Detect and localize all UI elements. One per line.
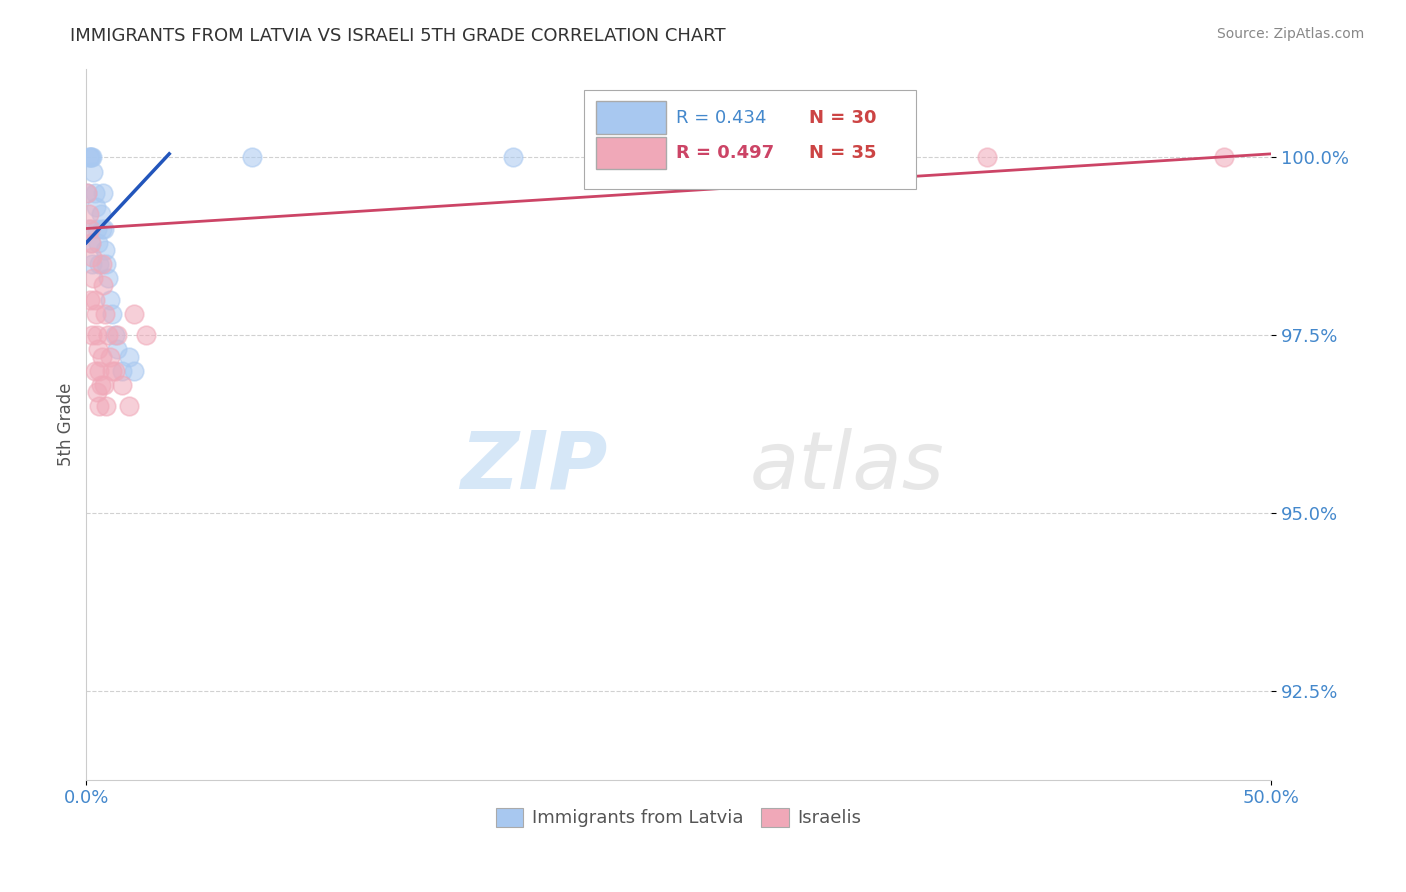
Point [82,328,104,343]
Point [105,343,128,357]
Point [82,164,104,178]
Point [82,150,104,164]
Point [77,207,100,221]
Point [79,235,101,250]
Text: N = 30: N = 30 [808,109,876,127]
Text: R = 0.497: R = 0.497 [676,145,775,162]
Point [105,328,128,343]
Point [93,221,115,235]
Point [101,307,124,321]
Point [668,150,690,164]
Point [96,257,118,271]
Point [77,221,100,235]
Point [101,364,124,378]
Text: R = 0.434: R = 0.434 [676,109,766,127]
Point [118,350,141,364]
Point [104,328,127,343]
Point [122,307,145,321]
Point [84,200,107,214]
Point [83,364,105,378]
Point [118,399,141,413]
Point [91,186,114,200]
Text: IMMIGRANTS FROM LATVIA VS ISRAELI 5TH GRADE CORRELATION CHART: IMMIGRANTS FROM LATVIA VS ISRAELI 5TH GR… [70,27,725,45]
Point [111,378,134,392]
Point [86,221,108,235]
Point [976,150,998,164]
Point [79,293,101,307]
Point [89,207,111,221]
Point [86,385,108,400]
Legend: Immigrants from Latvia, Israelis: Immigrants from Latvia, Israelis [488,801,869,835]
Point [80,235,103,250]
Text: N = 35: N = 35 [808,145,876,162]
Point [80,150,103,164]
Point [82,271,104,285]
Point [98,350,121,364]
Y-axis label: 5th Grade: 5th Grade [58,383,75,466]
Point [82,250,104,264]
Point [111,364,134,378]
Point [80,257,103,271]
Point [502,150,524,164]
Point [122,364,145,378]
FancyBboxPatch shape [596,136,665,169]
Text: Source: ZipAtlas.com: Source: ZipAtlas.com [1216,27,1364,41]
FancyBboxPatch shape [596,101,665,134]
Point [90,350,112,364]
Text: atlas: atlas [749,428,945,506]
Point [90,221,112,235]
Point [89,378,111,392]
Point [89,399,111,413]
Point [89,257,111,271]
Text: ZIP: ZIP [460,428,607,506]
Point [79,150,101,164]
Point [93,378,115,392]
FancyBboxPatch shape [583,90,915,189]
Point [87,235,110,250]
Point [87,343,110,357]
Point [135,328,157,343]
Point [98,293,121,307]
Point [240,150,263,164]
Point [90,257,112,271]
Point [76,186,98,200]
Point [86,328,108,343]
Point [94,307,117,321]
Point [1212,150,1234,164]
Point [89,364,111,378]
Point [104,364,127,378]
Point [77,150,100,164]
Point [83,186,105,200]
Point [97,328,120,343]
Point [84,307,107,321]
Point [83,293,105,307]
Point [79,221,101,235]
Point [97,271,120,285]
Point [94,243,117,257]
Point [76,186,98,200]
Point [96,399,118,413]
Point [91,278,114,293]
